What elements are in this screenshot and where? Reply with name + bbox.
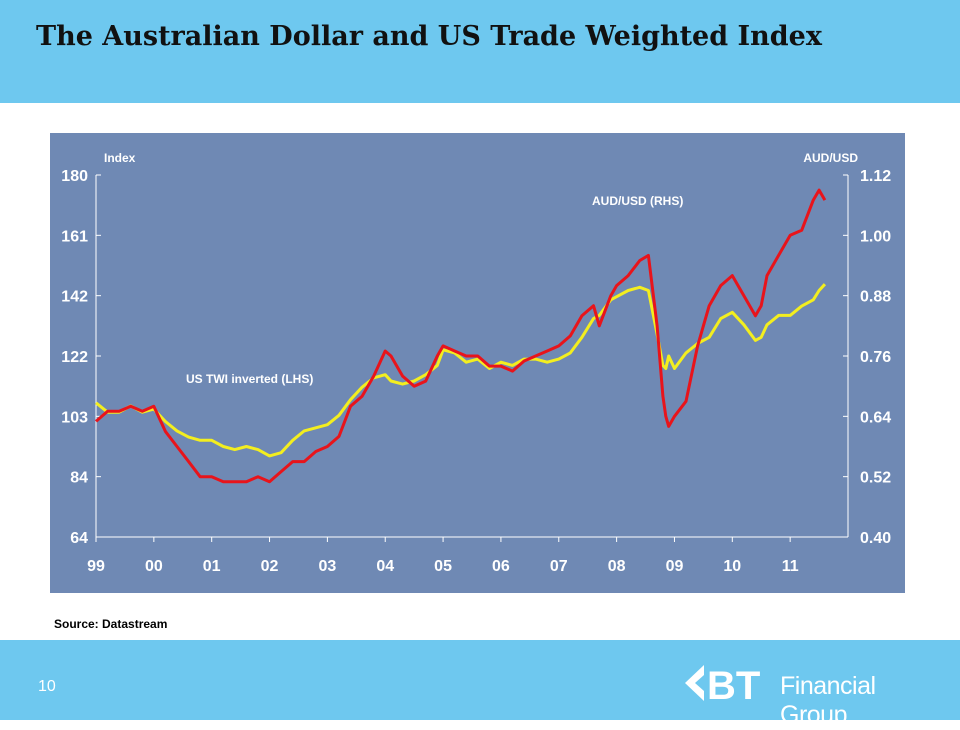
slide-title: The Australian Dollar and US Trade Weigh… bbox=[36, 21, 822, 52]
left-axis-label: Index bbox=[104, 151, 136, 165]
left-tick-label: 84 bbox=[70, 470, 88, 487]
footer-banner bbox=[0, 640, 960, 720]
us-twi-line bbox=[95, 283, 827, 458]
x-tick-label: 03 bbox=[318, 558, 336, 575]
right-tick-label: 0.52 bbox=[860, 470, 891, 487]
x-tick-label: 10 bbox=[723, 558, 741, 575]
left-tick-label: 142 bbox=[61, 289, 88, 306]
right-tick-label: 0.76 bbox=[860, 349, 891, 366]
aud-series-label: AUD/USD (RHS) bbox=[592, 194, 683, 208]
series-layer bbox=[95, 188, 827, 484]
tick-labels: 180 161 142 122 103 84 64 1.12 1.00 0.88 0.76 0.64 0… bbox=[61, 168, 891, 575]
chart: 180 161 142 122 103 84 64 1.12 1.00 0.88 0.76 0.64 0… bbox=[50, 133, 905, 593]
right-tick-label: 1.12 bbox=[860, 168, 891, 185]
right-tick-label: 0.40 bbox=[860, 530, 891, 547]
aud-usd-line bbox=[95, 188, 827, 484]
left-tick-label: 64 bbox=[70, 530, 88, 547]
x-tick-label: 99 bbox=[87, 558, 105, 575]
x-tick-label: 02 bbox=[261, 558, 279, 575]
source-note: Source: Datastream bbox=[54, 617, 168, 631]
twi-series-label: US TWI inverted (LHS) bbox=[186, 372, 313, 386]
right-tick-label: 0.64 bbox=[860, 409, 891, 426]
logo-mark-text: BT bbox=[707, 664, 760, 704]
x-tick-label: 01 bbox=[203, 558, 221, 575]
x-tick-label: 09 bbox=[666, 558, 684, 575]
left-tick-label: 180 bbox=[61, 168, 88, 185]
title-banner: The Australian Dollar and US Trade Weigh… bbox=[0, 0, 960, 103]
bt-logo: BT Financial Group bbox=[683, 662, 943, 729]
left-tick-label: 122 bbox=[61, 349, 88, 366]
x-tick-label: 06 bbox=[492, 558, 510, 575]
x-tick-label: 04 bbox=[376, 558, 394, 575]
logo-text: Financial Group bbox=[780, 672, 876, 729]
bt-logo-mark-icon: BT bbox=[685, 664, 760, 704]
left-tick-label: 161 bbox=[61, 228, 88, 245]
x-tick-label: 07 bbox=[550, 558, 568, 575]
right-tick-label: 0.88 bbox=[860, 289, 891, 306]
chart-frame bbox=[50, 133, 905, 593]
axes bbox=[95, 174, 849, 542]
x-tick-label: 00 bbox=[145, 558, 163, 575]
x-tick-label: 05 bbox=[434, 558, 452, 575]
right-axis-label: AUD/USD bbox=[803, 151, 858, 165]
page-number: 10 bbox=[38, 678, 56, 695]
left-tick-label: 103 bbox=[61, 409, 88, 426]
x-tick-label: 08 bbox=[608, 558, 626, 575]
right-tick-label: 1.00 bbox=[860, 228, 891, 245]
x-tick-label: 11 bbox=[782, 558, 799, 575]
